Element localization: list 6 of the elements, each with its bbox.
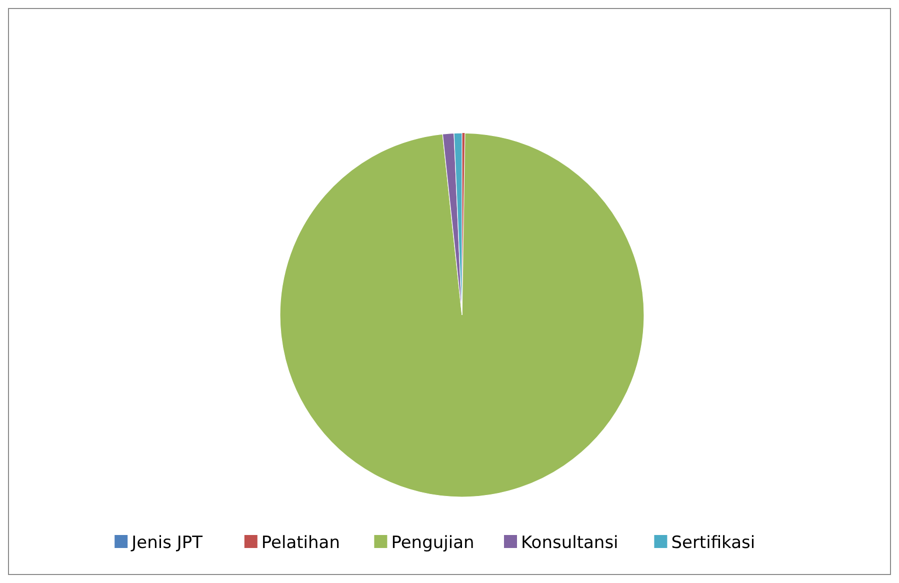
- legend-label: Konsultansi: [521, 533, 618, 553]
- legend-label: Pengujian: [391, 533, 474, 553]
- pie-slice: [280, 132, 644, 498]
- legend-label: Sertifikasi: [671, 533, 756, 553]
- legend-label: Pelatihan: [261, 533, 340, 553]
- legend-label: Jenis JPT: [130, 533, 204, 553]
